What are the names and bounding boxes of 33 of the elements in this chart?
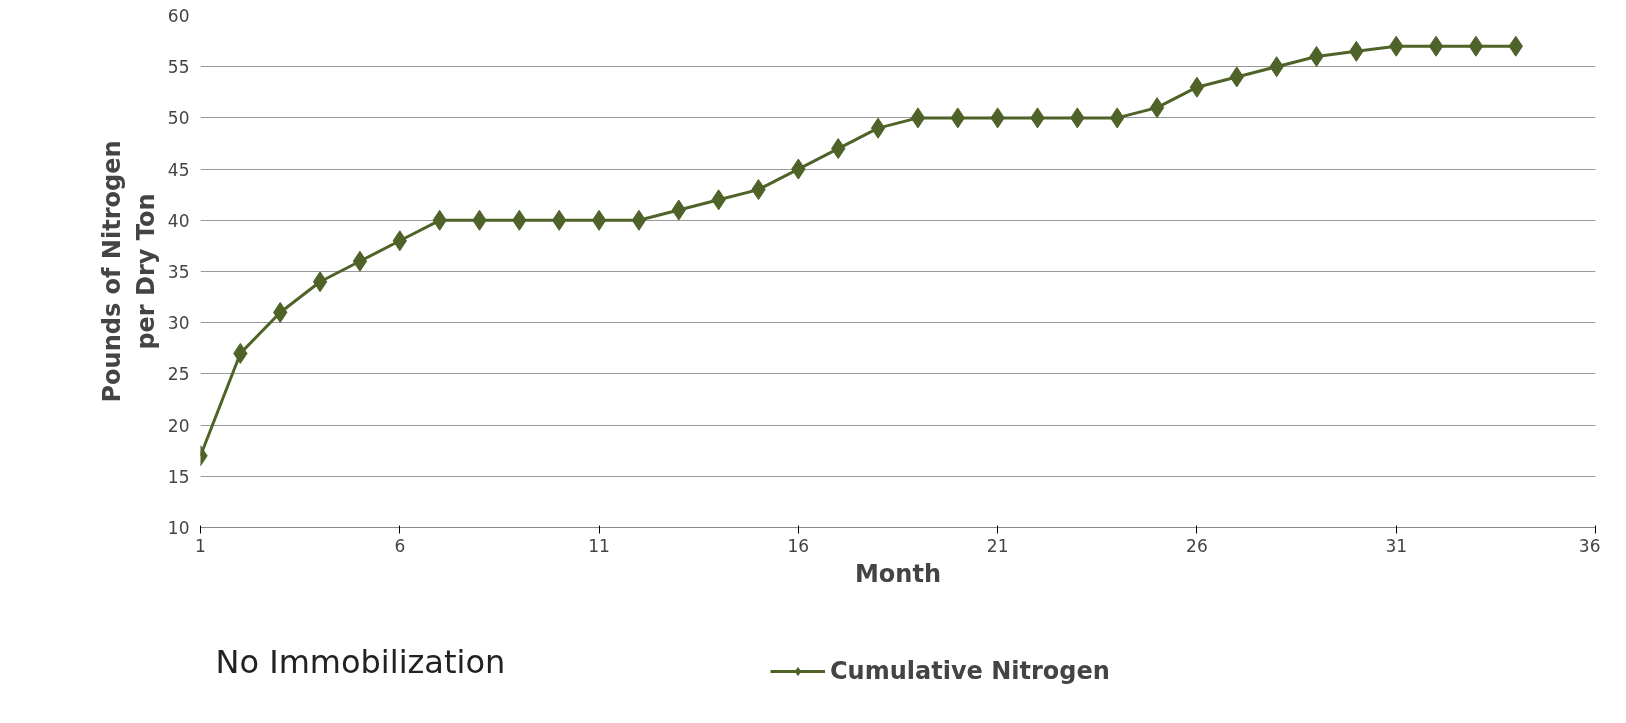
legend-label: Cumulative Nitrogen: [830, 657, 1110, 685]
x-tick-label: 21: [986, 535, 1009, 556]
x-tick-label: 1: [195, 535, 206, 556]
y-tick-label: 60: [167, 6, 190, 26]
x-tick-label: 31: [1385, 535, 1408, 556]
y-tick-label: 25: [167, 364, 190, 385]
x-tick-label: 6: [394, 535, 406, 556]
point: [910, 107, 926, 129]
y-tick-label: 15: [167, 466, 190, 487]
y-tick-label: 30: [167, 313, 190, 334]
y-tick-label: 45: [167, 159, 190, 180]
x-tick-label: 11: [588, 535, 610, 556]
y-tick-label: 55: [167, 57, 190, 78]
y-tick-label: 20: [167, 415, 190, 436]
point: [1189, 76, 1205, 98]
y-tick-label: 50: [167, 108, 190, 129]
point: [631, 209, 647, 231]
point: [870, 117, 886, 139]
x-tick-label: 36: [1578, 535, 1601, 556]
point: [1428, 35, 1444, 57]
point: [1468, 35, 1484, 57]
text: No Immobilization: [215, 642, 506, 681]
x-tick-label: 16: [787, 535, 810, 556]
y-tick-label: 10: [167, 518, 190, 538]
point: [312, 271, 328, 293]
x-tick-label: 26: [1186, 535, 1208, 556]
point: [591, 209, 607, 231]
point: [352, 250, 368, 272]
y-tick-label: 35: [167, 262, 190, 282]
y-axis-title: Pounds of Nitrogen per Dry Ton: [98, 140, 160, 403]
x-axis-title: Month: [854, 559, 942, 588]
point: [1149, 97, 1165, 119]
y-tick-label: 40: [167, 210, 190, 231]
